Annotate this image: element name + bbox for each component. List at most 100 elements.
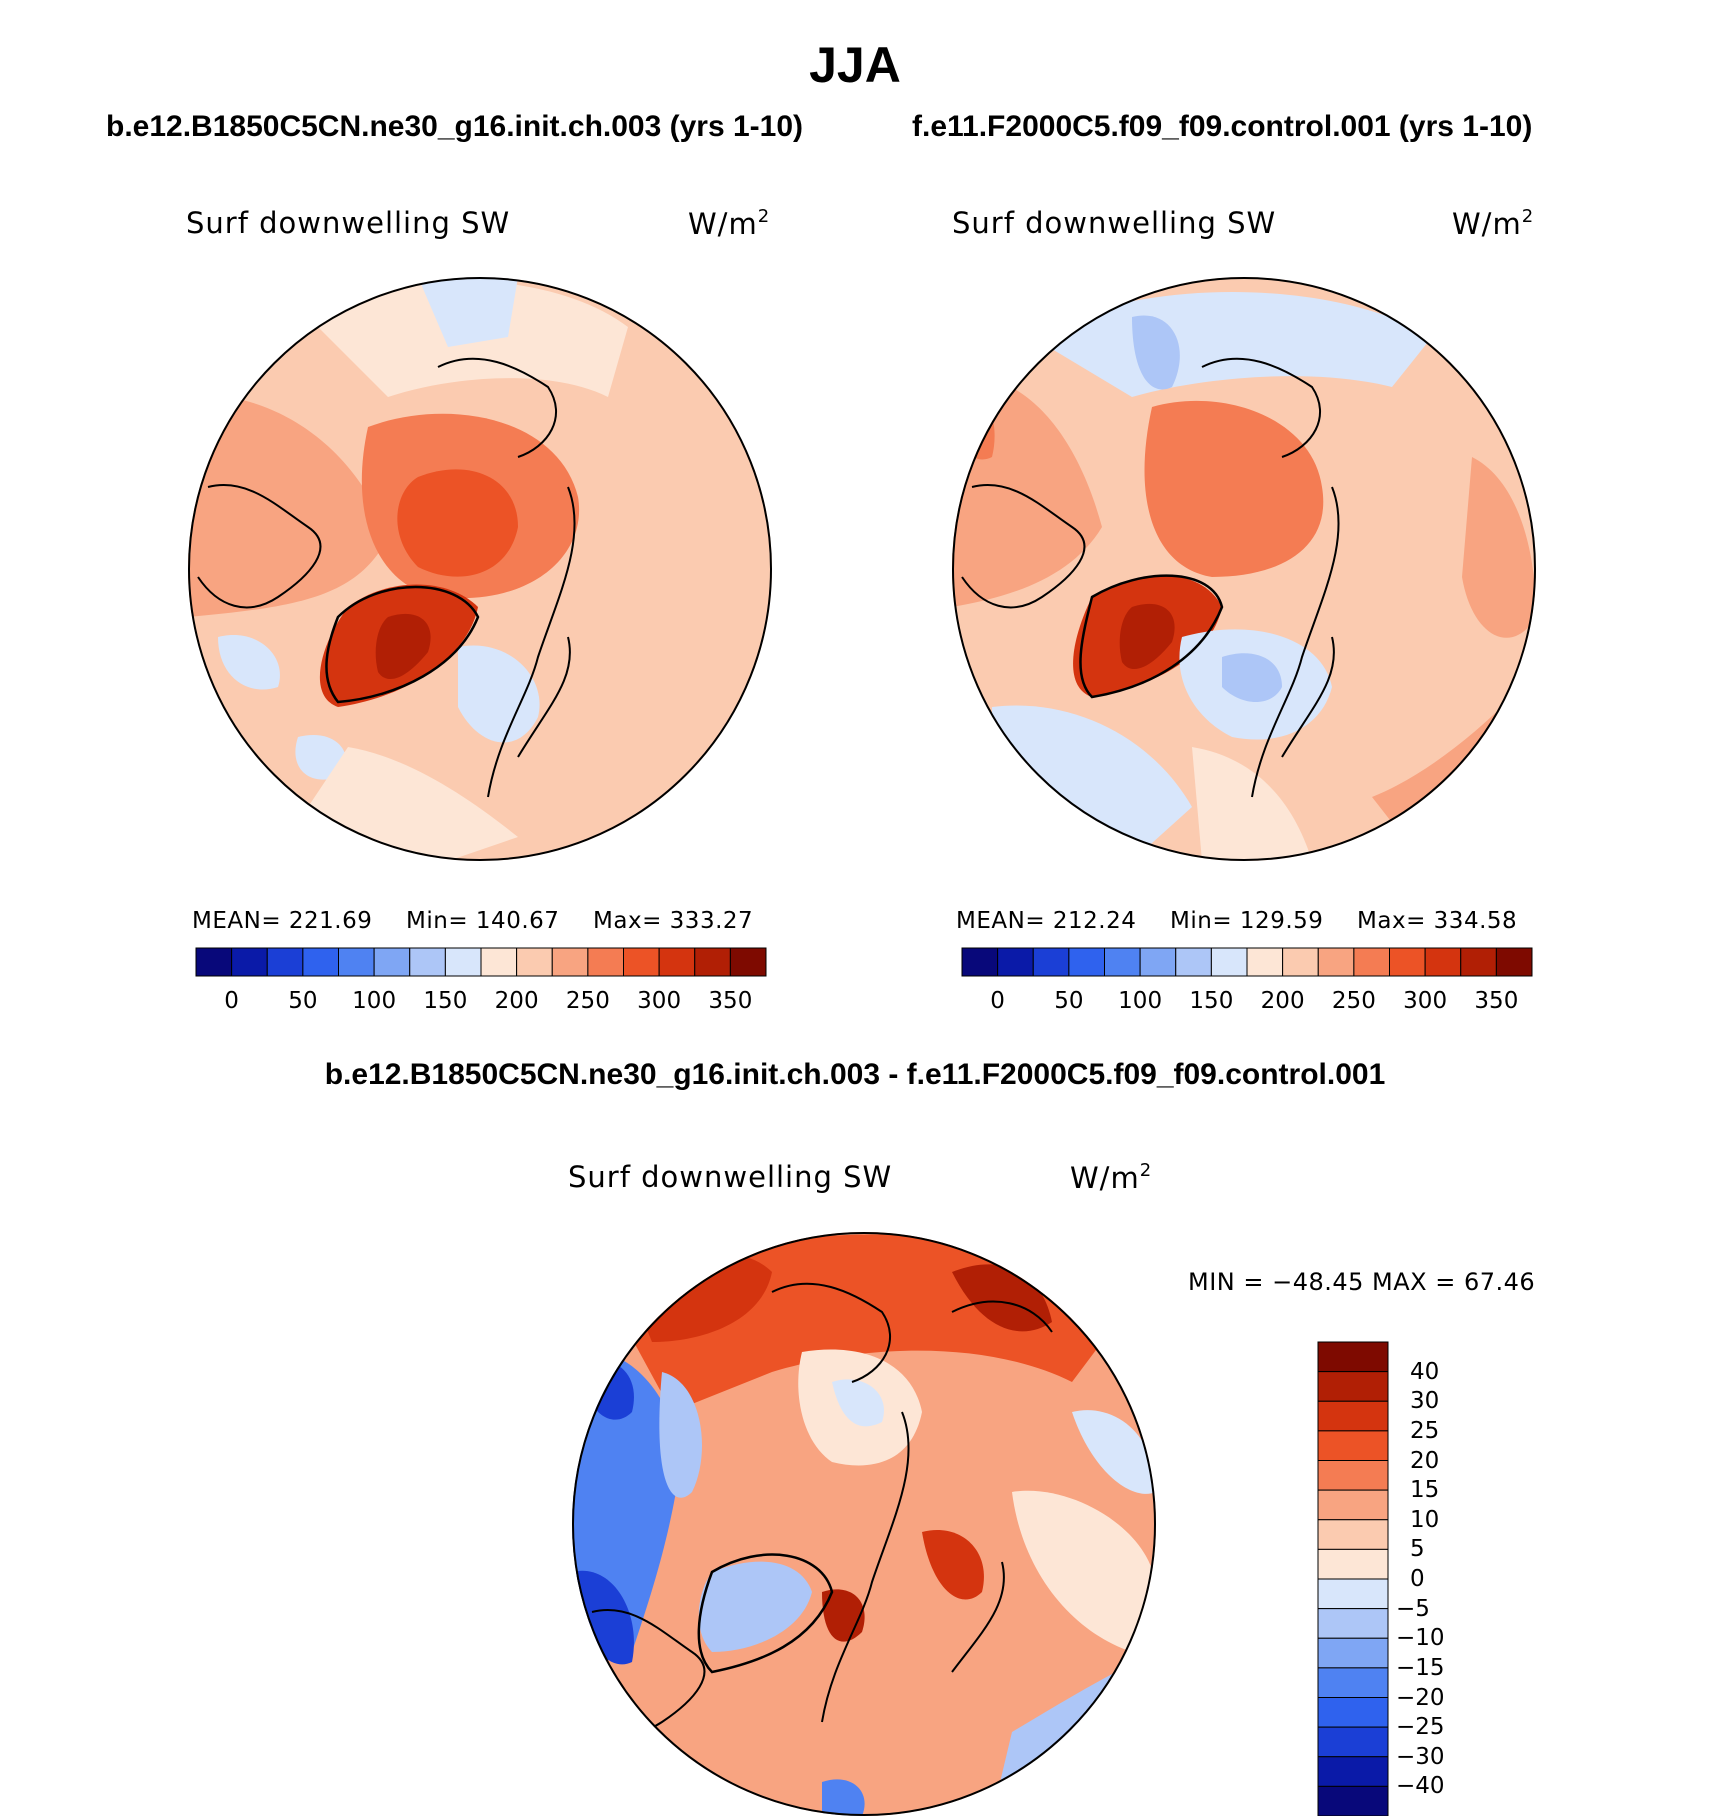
- panel-a-colorbar-swatch: [729, 947, 767, 977]
- panel-b-region-blue-north: [1032, 292, 1432, 397]
- diff-colorbar-swatch: [1317, 1548, 1389, 1580]
- panel-b-coastline-greenland: [1079, 574, 1224, 699]
- panel-b-colorbar-tick-label: 250: [1331, 988, 1376, 1014]
- panel-b-colorbar-swatch: [1175, 947, 1212, 977]
- panel-a-units: W/m2: [688, 206, 771, 241]
- panel-b-colorbar-swatch: [1032, 947, 1070, 977]
- panel-a-stats: MEAN= 221.69 Min= 140.67 Max= 333.27: [192, 908, 753, 934]
- panel-b-colorbar-swatch: [1424, 947, 1462, 977]
- panel-a-colorbar-swatch: [302, 947, 339, 977]
- diff-units: W/m2: [1070, 1160, 1153, 1195]
- panel-a-colorbar-swatch: [409, 947, 446, 977]
- diff-region-mid-blue-southeast: [1062, 1712, 1156, 1816]
- diff-region-dark-red-east: [922, 1530, 984, 1600]
- panel-b-colorbar-swatch: [1460, 947, 1497, 977]
- panel-a-mean-label: MEAN=: [192, 908, 282, 934]
- diff-colorbar-tick-label: −30: [1396, 1743, 1445, 1770]
- diff-colorbar-tick-label: −10: [1396, 1625, 1445, 1652]
- panel-b-min-label: Min=: [1170, 908, 1233, 934]
- panel-b-colorbar-swatch: [1317, 947, 1355, 977]
- diff-colorbar-tick-label: −20: [1396, 1684, 1445, 1711]
- diff-colorbar-swatch: [1317, 1400, 1389, 1432]
- panel-b-min-value: 129.59: [1239, 908, 1324, 934]
- panel-a-variable: Surf downwelling SW: [186, 206, 511, 240]
- panel-b-colorbar-tick-label: 300: [1403, 988, 1448, 1014]
- panel-b-coastline-eurasia: [1201, 357, 1340, 798]
- diff-region-light-blue-west: [659, 1372, 702, 1498]
- panel-a-colorbar-swatch: [266, 947, 304, 977]
- panel-a-coastline-greenland: [325, 585, 480, 704]
- panel-a-min-value: 140.67: [475, 908, 560, 934]
- panel-a-colorbar-ticks: 0 50 100 150 200 250 300 350: [196, 988, 766, 1018]
- diff-minmax: MIN = −48.45 MAX = 67.46: [1188, 1268, 1536, 1296]
- panel-b-colorbar-swatch: [1389, 947, 1426, 977]
- panel-a-colorbar-swatch: [195, 947, 233, 977]
- panel-b-map: [952, 277, 1536, 861]
- panel-a-max-label: Max=: [593, 908, 662, 934]
- panel-b-coastline-america: [961, 484, 1086, 609]
- panel-b-case-title: f.e11.F2000C5.f09_f09.control.001 (yrs 1…: [912, 110, 1533, 143]
- panel-b-colorbar-tick-label: 0: [990, 988, 1005, 1014]
- panel-a-map: [188, 277, 772, 861]
- panel-b-colorbar-tick-label: 200: [1260, 988, 1305, 1014]
- diff-colorbar-tick-label: 5: [1410, 1536, 1425, 1563]
- panel-a-min-label: Min=: [406, 908, 469, 934]
- panel-a-colorbar-tick-label: 150: [423, 988, 468, 1014]
- panel-a-colorbar-swatch: [694, 947, 731, 977]
- diff-region-blue-arctic-center: [832, 1379, 884, 1427]
- panel-a-region-blue-atlantic: [458, 645, 540, 743]
- diff-colorbar-swatch: [1317, 1697, 1389, 1728]
- panel-a-colorbar-tick-label: 300: [637, 988, 682, 1014]
- panel-a-colorbar-swatch: [623, 947, 660, 977]
- panel-a-colorbar-swatch: [658, 947, 696, 977]
- panel-b-colorbar-swatch: [1246, 947, 1284, 977]
- panel-a-colorbar-swatch: [587, 947, 624, 977]
- panel-a-coastline-america: [197, 484, 322, 609]
- diff-colorbar-swatch: [1317, 1785, 1389, 1816]
- panel-a-colorbar-swatch: [231, 947, 268, 977]
- panel-b-colorbar-swatch: [997, 947, 1034, 977]
- diff-colorbar-tick-label: −40: [1396, 1773, 1445, 1800]
- panel-a-colorbar-swatch: [551, 947, 589, 977]
- panel-a-colorbar-tick-label: 100: [352, 988, 397, 1014]
- panel-a-region-blue-west: [218, 635, 280, 690]
- diff-colorbar-swatch: [1317, 1341, 1389, 1373]
- diff-coastline-arctic: [771, 1282, 1053, 1723]
- diff-colorbar-swatch: [1317, 1489, 1389, 1521]
- panel-b-mean-label: MEAN=: [956, 908, 1046, 934]
- panel-b-max-value: 334.58: [1433, 908, 1518, 934]
- diff-colorbar-tick-label: 0: [1410, 1566, 1425, 1592]
- panel-b-colorbar-swatch: [1210, 947, 1248, 977]
- panel-b-colorbar-swatch: [1104, 947, 1141, 977]
- diff-colorbar-ticks: 40 30 25 20 15 10 5 0 −5 −10 −15 −20 −25 −30 −40: [1396, 1342, 1516, 1816]
- panel-a-region-greenland-core: [375, 613, 431, 680]
- panel-a-colorbar-swatch: [516, 947, 553, 977]
- panel-b-stats: MEAN= 212.24 Min= 129.59 Max= 334.58: [956, 908, 1517, 934]
- diff-colorbar-tick-label: −25: [1396, 1714, 1445, 1741]
- panel-b-colorbar-swatch: [1139, 947, 1177, 977]
- diff-colorbar-tick-label: 40: [1410, 1358, 1440, 1385]
- panel-b-colorbar: [961, 947, 1533, 977]
- panel-b-colorbar-swatch: [1282, 947, 1319, 977]
- diff-region-light-blue-east: [1072, 1410, 1156, 1494]
- panel-a-region-orange-west: [188, 395, 388, 617]
- diff-title: b.e12.B1850C5CN.ne30_g16.init.ch.003 - f…: [324, 1058, 1386, 1091]
- diff-coastline-greenland: [697, 1553, 834, 1674]
- diff-colorbar-swatch: [1317, 1430, 1389, 1461]
- panel-b-region-orange-east: [1462, 457, 1536, 638]
- diff-region-deep-blue-west: [572, 1570, 634, 1665]
- diff-colorbar-tick-label: 20: [1410, 1447, 1440, 1474]
- panel-a-colorbar-tick-label: 200: [494, 988, 539, 1014]
- diff-region-blue-greenland: [698, 1561, 812, 1652]
- panel-a-colorbar-swatch: [480, 947, 518, 977]
- panel-b-colorbar-tick-label: 100: [1118, 988, 1163, 1014]
- diff-colorbar-tick-label: 25: [1410, 1417, 1440, 1444]
- diff-colorbar-tick-label: 10: [1410, 1506, 1440, 1533]
- diff-colorbar-tick-label: 30: [1410, 1388, 1440, 1415]
- panel-a-colorbar-swatch: [373, 947, 411, 977]
- diff-colorbar-swatch: [1317, 1756, 1389, 1787]
- panel-a-colorbar: [195, 947, 767, 977]
- panel-b-region-blue-atlantic-core: [1222, 653, 1282, 702]
- panel-a-region-arctic-core: [397, 469, 518, 577]
- panel-a-coastline-eurasia: [437, 357, 576, 798]
